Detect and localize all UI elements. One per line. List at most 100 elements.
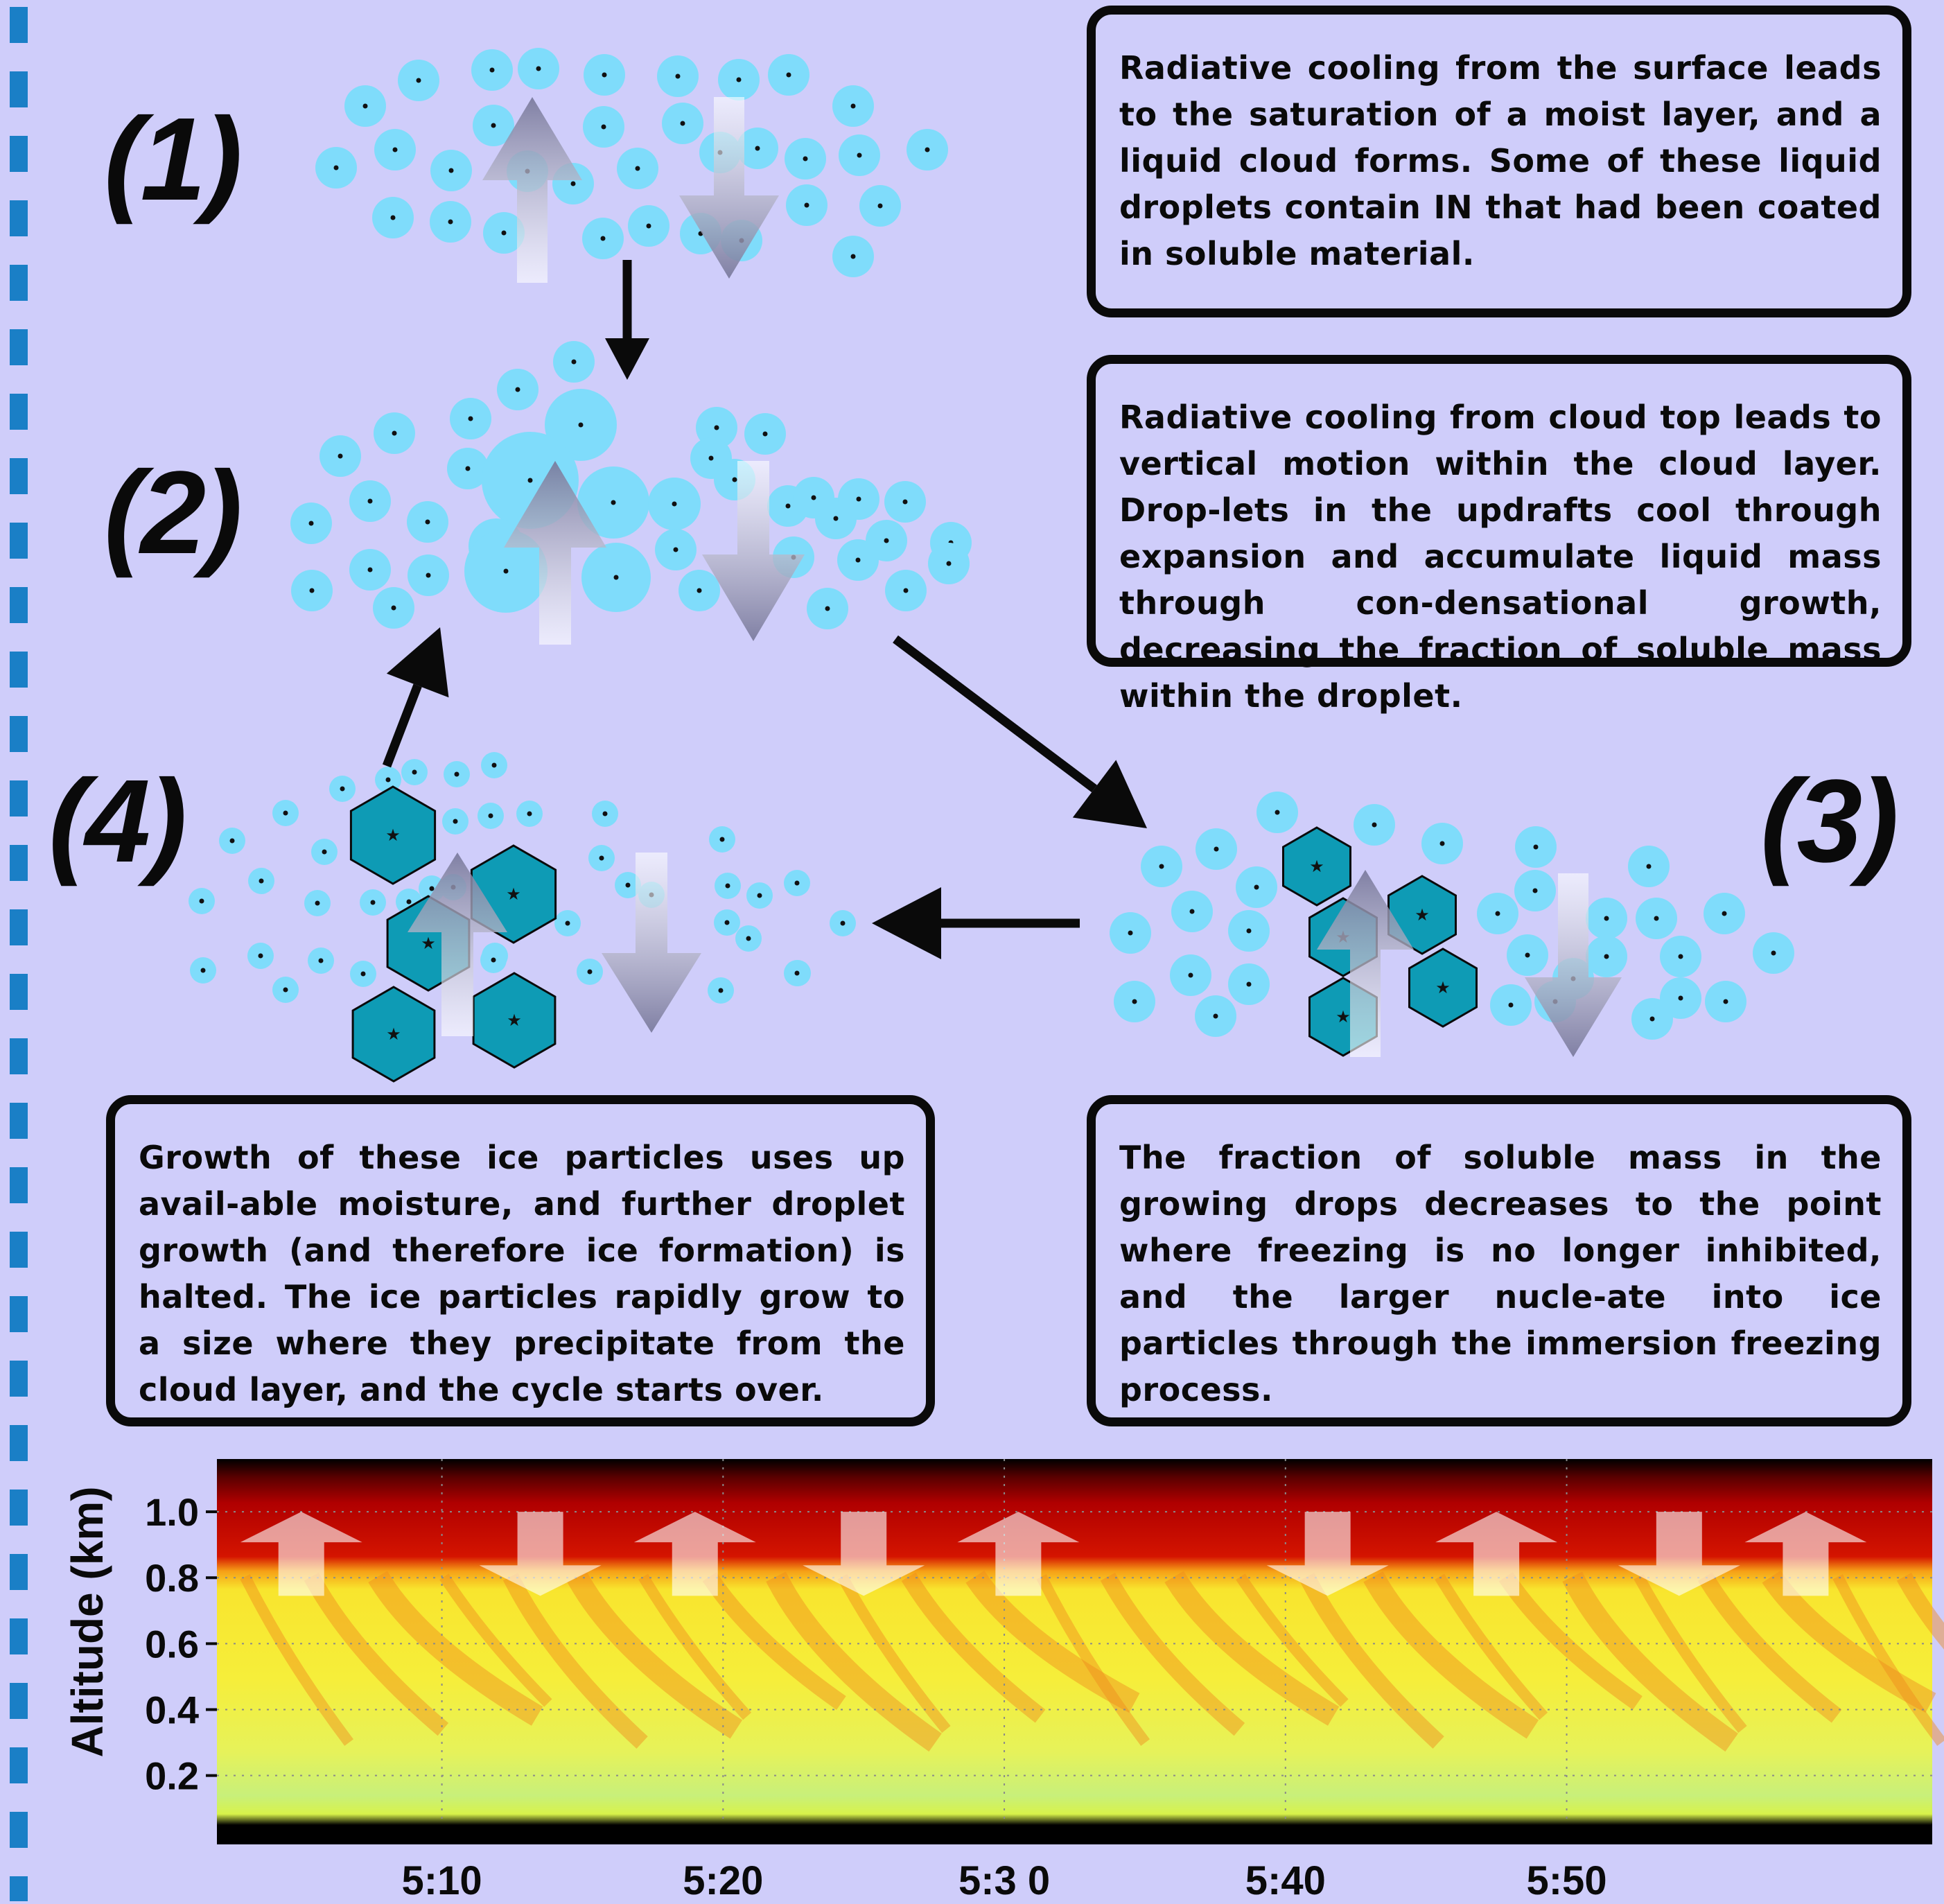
droplet-nucleus — [724, 920, 730, 925]
droplet-nucleus — [714, 425, 719, 430]
droplet-nucleus — [309, 588, 315, 593]
droplet-nucleus — [902, 499, 908, 505]
side-dash — [10, 780, 28, 816]
chart-updraft-arrow — [1744, 1512, 1867, 1596]
droplet-nucleus — [283, 810, 288, 816]
droplet-nucleus — [1159, 864, 1164, 869]
y-tick-label: 1.0 — [145, 1490, 199, 1534]
chart-downdraft-arrow — [1266, 1512, 1389, 1596]
ice-particle — [349, 785, 437, 885]
droplet-nucleus — [200, 968, 206, 973]
side-dash-border — [10, 7, 28, 1901]
droplet-nucleus — [850, 254, 856, 259]
downdraft-arrow — [602, 853, 701, 1033]
droplet-nucleus — [736, 77, 742, 82]
droplet-nucleus — [725, 883, 730, 889]
fall-streak — [638, 1573, 752, 1720]
droplet-nucleus — [946, 561, 952, 566]
side-dash — [10, 587, 28, 623]
droplet-nucleus — [803, 156, 808, 161]
stage-2-text: Radiative cooling from cloud top leads t… — [1119, 399, 1882, 715]
droplet-nucleus — [503, 568, 509, 574]
droplet-nucleus — [825, 606, 830, 611]
droplet-nucleus — [391, 605, 396, 611]
droplet-nucleus — [811, 495, 816, 500]
side-dash — [10, 200, 28, 236]
fall-streak — [965, 1570, 1140, 1713]
droplet-nucleus — [390, 215, 396, 220]
droplet-nucleus — [1532, 888, 1538, 893]
droplet-nucleus — [283, 987, 288, 993]
droplet-nucleus — [315, 900, 320, 906]
droplet-nucleus — [1246, 928, 1252, 934]
fall-streak — [567, 1571, 743, 1739]
downdraft-arrow — [679, 97, 779, 279]
droplet-nucleus — [1439, 841, 1445, 846]
stage-4-description: Growth of these ice particles uses up av… — [106, 1095, 935, 1426]
droplet-nucleus — [515, 387, 520, 392]
droplet-nucleus — [673, 547, 678, 552]
droplet-nucleus — [877, 203, 883, 209]
droplet-nucleus — [367, 498, 373, 504]
droplet-nucleus — [1604, 916, 1609, 921]
updraft-arrow — [408, 853, 507, 1036]
stage-2-description: Radiative cooling from cloud top leads t… — [1087, 355, 1911, 715]
fall-streak — [1832, 1574, 1944, 1746]
stage-4-text: Growth of these ice particles uses up av… — [139, 1139, 905, 1408]
ice-particle — [472, 972, 557, 1069]
side-dash — [10, 1490, 28, 1526]
chart-updraft-arrow — [957, 1512, 1080, 1596]
droplet-nucleus — [1654, 916, 1659, 921]
side-dash — [10, 1812, 28, 1848]
droplet-nucleus — [571, 359, 577, 365]
droplet-nucleus — [1722, 911, 1727, 916]
cloud-droplets — [189, 48, 1794, 1040]
chart-updraft-arrow — [633, 1512, 756, 1596]
droplet-nucleus — [308, 521, 314, 526]
droplet-nucleus — [1132, 999, 1137, 1004]
chart-downdraft-arrow — [479, 1512, 602, 1596]
droplet-nucleus — [675, 73, 681, 79]
droplet-nucleus — [429, 886, 435, 891]
droplet-nucleus — [489, 67, 495, 73]
droplet-nucleus — [465, 466, 471, 471]
y-axis-label: Altitude (km) — [62, 1486, 112, 1757]
side-dash — [10, 394, 28, 430]
fall-streak — [837, 1573, 951, 1733]
fall-streak — [901, 1572, 1046, 1723]
droplet-nucleus — [833, 516, 839, 521]
droplet-nucleus — [340, 786, 345, 792]
droplet-nucleus — [602, 72, 607, 78]
droplet-nucleus — [1275, 810, 1280, 815]
side-dash — [10, 1425, 28, 1461]
droplet-nucleus — [491, 762, 497, 768]
droplet-nucleus — [322, 849, 327, 855]
fall-streak — [1299, 1573, 1444, 1749]
ice-particles: ★★★★★★★★★★ — [349, 785, 1478, 1083]
droplet-nucleus — [903, 588, 909, 593]
droplet-nucleus — [672, 501, 677, 507]
droplet-nucleus — [448, 168, 454, 173]
droplet-nucleus — [1646, 864, 1652, 869]
droplet-nucleus — [1128, 930, 1133, 936]
fall-streak — [1236, 1573, 1349, 1707]
stage-1-description: Radiative cooling from the surface leads… — [1087, 6, 1911, 317]
side-dash — [10, 909, 28, 945]
droplet-nucleus — [1246, 981, 1252, 987]
side-dash — [10, 7, 28, 43]
droplet-nucleus — [1649, 1016, 1655, 1022]
side-dash — [10, 1683, 28, 1719]
fall-streak — [766, 1571, 942, 1752]
fall-streak — [702, 1572, 846, 1710]
ice-nucleus: ★ — [1309, 857, 1324, 876]
droplet-nucleus — [646, 223, 651, 229]
cycle-arrow-shaft — [893, 635, 1097, 793]
side-dash — [10, 136, 28, 172]
ice-nucleus: ★ — [1336, 1007, 1351, 1027]
droplet-nucleus — [1495, 911, 1500, 916]
droplet-nucleus — [857, 152, 862, 158]
droplet-nucleus — [448, 219, 453, 225]
stage-label-3: (3) — [1760, 756, 1899, 887]
droplet-nucleus — [625, 882, 631, 888]
fall-streak — [1363, 1571, 1539, 1739]
